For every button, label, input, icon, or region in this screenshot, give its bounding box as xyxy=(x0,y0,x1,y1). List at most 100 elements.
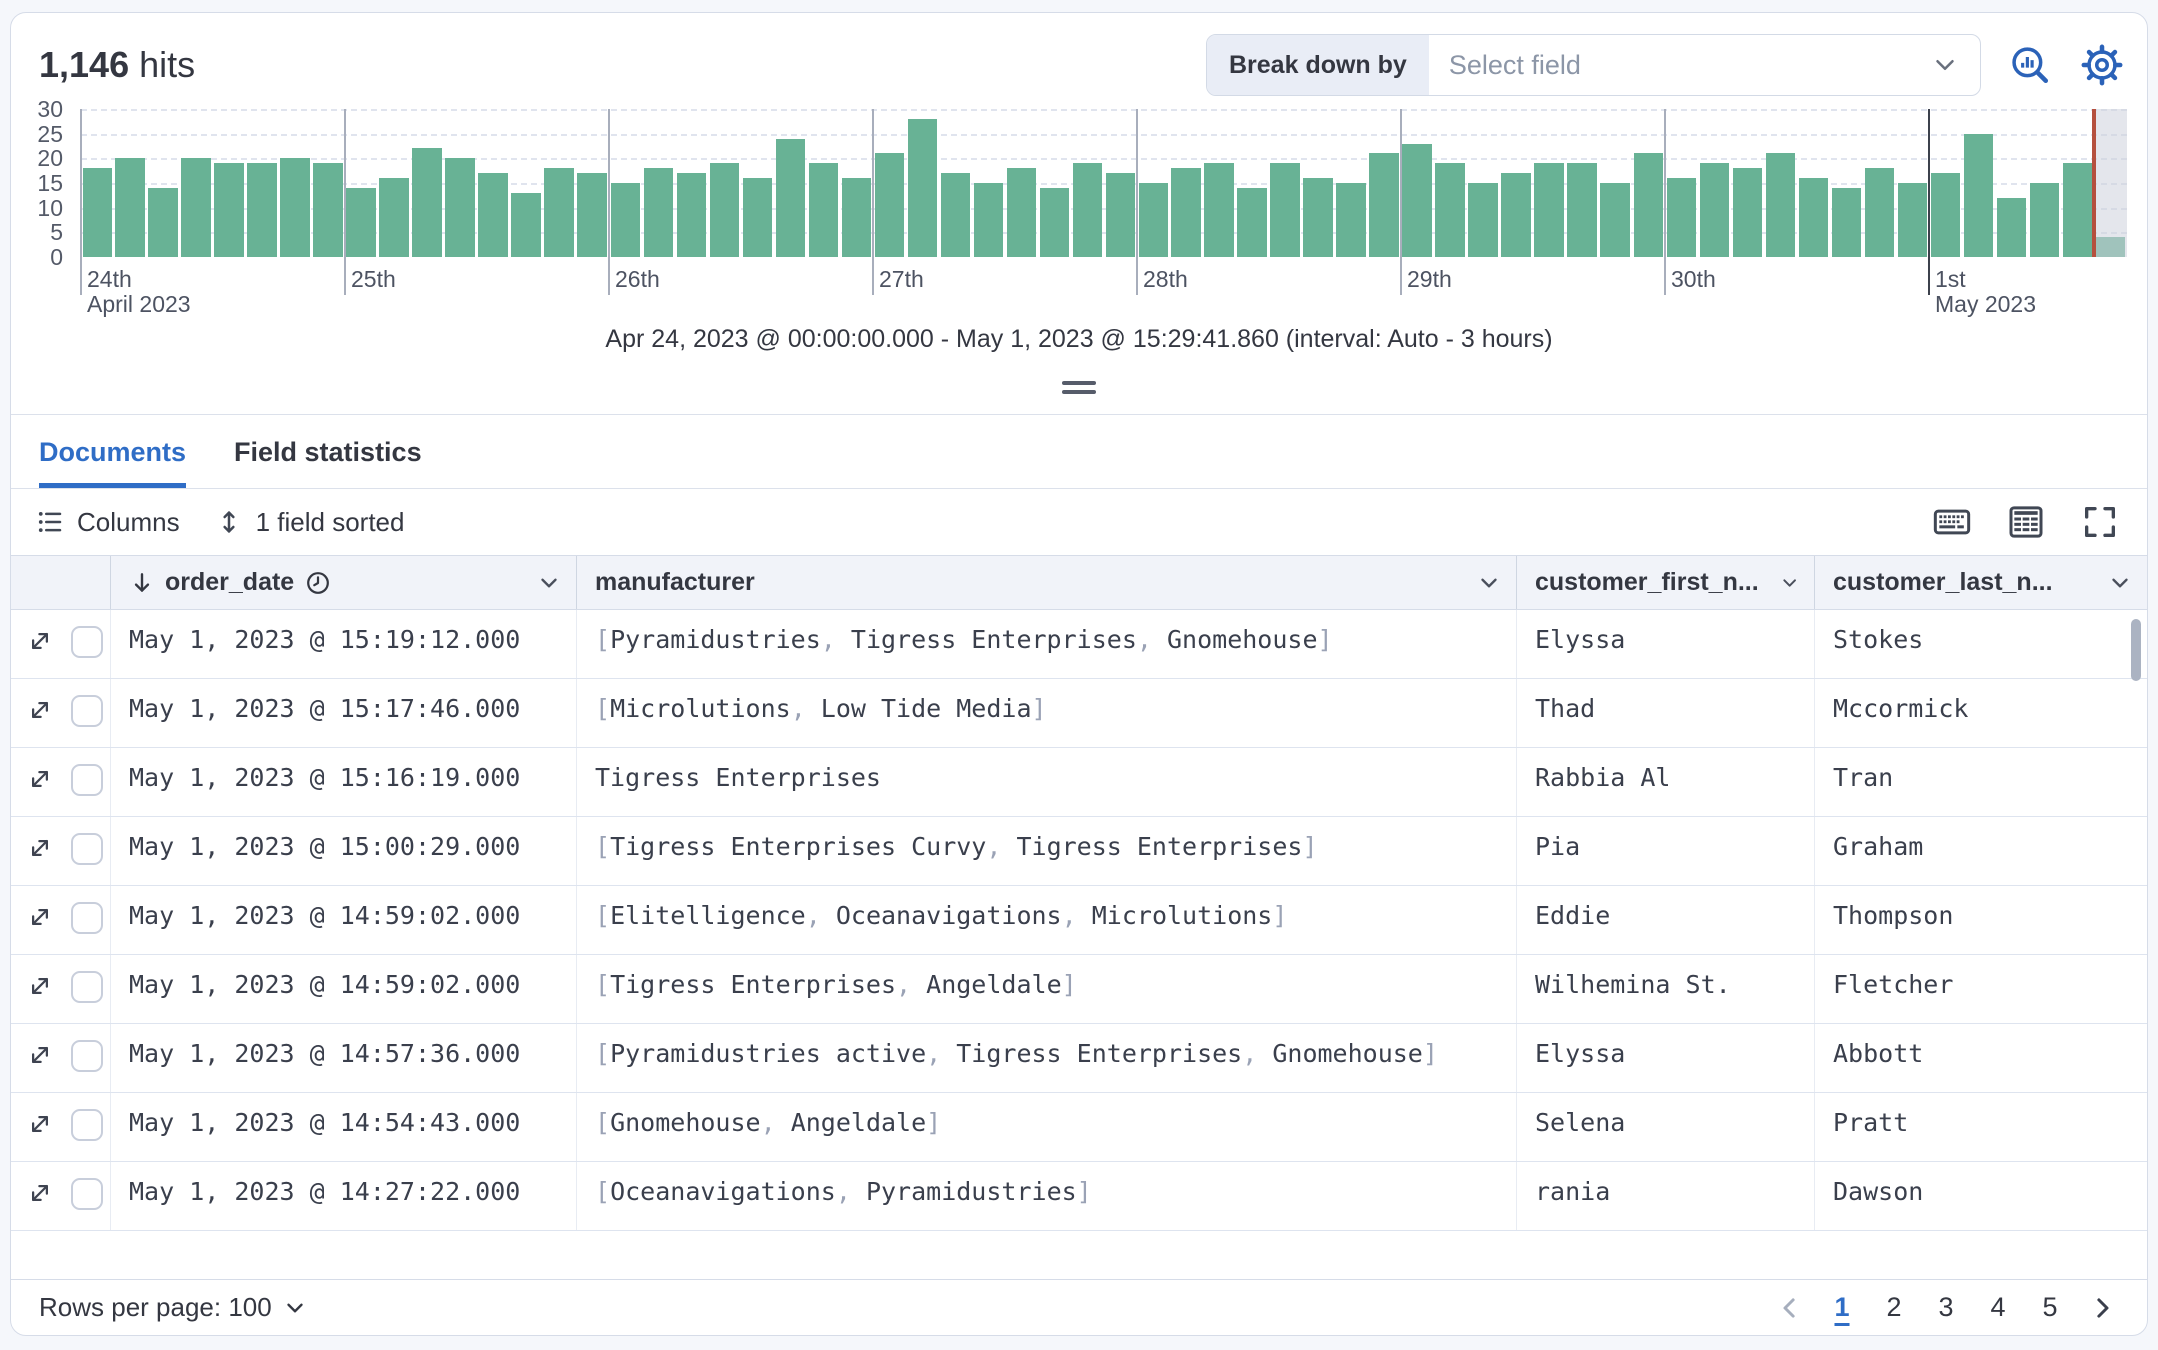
row-select-checkbox[interactable] xyxy=(71,971,103,1003)
sort-fields-button[interactable]: 1 field sorted xyxy=(214,507,404,538)
cell-customer-last-name: Stokes xyxy=(1833,625,1924,654)
breakdown-placeholder: Select field xyxy=(1448,49,1581,80)
expand-icon xyxy=(32,1116,48,1132)
cell-customer-first-name: rania xyxy=(1517,1162,1815,1230)
column-title-order-date: order_date xyxy=(165,568,295,596)
y-gridline xyxy=(81,109,2127,111)
expand-row-button[interactable] xyxy=(25,902,55,932)
expand-row-button[interactable] xyxy=(25,833,55,863)
panel-resize-divider[interactable] xyxy=(11,363,2147,415)
histogram-bar xyxy=(412,148,443,257)
previous-page-button[interactable] xyxy=(1767,1285,1813,1331)
next-page-button[interactable] xyxy=(2079,1285,2125,1331)
histogram-bar xyxy=(346,187,377,257)
histogram-bar xyxy=(247,163,278,257)
cell-customer-last-name: Abbott xyxy=(1833,1039,1924,1068)
histogram-bar xyxy=(511,192,542,257)
header-customer-last-name[interactable]: customer_last_n... xyxy=(1815,556,2147,609)
header-customer-first-name[interactable]: customer_first_n... xyxy=(1517,556,1815,609)
histogram-bar xyxy=(313,163,344,257)
cell-customer-first-name: Elyssa xyxy=(1517,1024,1815,1092)
table-row: May 1, 2023 @ 14:54:43.000 [Gnomehouse, A… xyxy=(11,1093,2147,1162)
row-select-checkbox[interactable] xyxy=(71,695,103,727)
page-button-2[interactable]: 2 xyxy=(1886,1292,1902,1322)
cell-customer-last-name: Thompson xyxy=(1833,901,1954,930)
day-boundary-line xyxy=(1399,109,1402,295)
incomplete-bucket-shade xyxy=(2094,109,2127,257)
header-manufacturer[interactable]: manufacturer xyxy=(577,556,1517,609)
expand-row-button[interactable] xyxy=(25,695,55,725)
table-row: May 1, 2023 @ 15:16:19.000 Tigress Enterp… xyxy=(11,748,2147,817)
expand-row-button[interactable] xyxy=(25,971,55,1001)
row-select-checkbox[interactable] xyxy=(71,833,103,865)
expand-icon xyxy=(32,633,48,649)
sort-updown-icon xyxy=(222,511,235,533)
row-select-checkbox[interactable] xyxy=(71,626,103,658)
row-select-checkbox[interactable] xyxy=(71,1109,103,1141)
edit-visualization-button[interactable] xyxy=(2007,42,2053,88)
fullscreen-button[interactable] xyxy=(2077,499,2123,545)
rows-per-page-button[interactable]: Rows per page: 100 xyxy=(39,1292,308,1323)
cell-manufacturer: [Pyramidustries, Tigress Enterprises, Gn… xyxy=(577,610,1517,678)
chart-options-button[interactable] xyxy=(2079,42,2125,88)
histogram-bar xyxy=(2029,183,2060,257)
y-axis-tick-label: 5 xyxy=(50,219,63,246)
row-select-checkbox[interactable] xyxy=(71,1178,103,1210)
breakdown-select[interactable]: Select field xyxy=(1429,35,1980,95)
day-boundary-line xyxy=(1664,109,1666,295)
expand-icon xyxy=(32,771,48,787)
table-row: May 1, 2023 @ 15:17:46.000 [Microlutions,… xyxy=(11,679,2147,748)
cell-order-date: May 1, 2023 @ 15:19:12.000 xyxy=(111,610,577,678)
cell-order-date: May 1, 2023 @ 15:17:46.000 xyxy=(111,679,577,747)
histogram-bar xyxy=(1567,163,1598,257)
y-axis-tick-label: 0 xyxy=(50,244,63,270)
expand-icon xyxy=(32,702,48,718)
histogram-bar xyxy=(1864,168,1895,257)
histogram-plot[interactable] xyxy=(80,109,2127,295)
header-order-date[interactable]: order_date xyxy=(111,556,577,609)
histogram-bar xyxy=(1072,163,1103,257)
histogram-bar xyxy=(1039,187,1070,257)
histogram-bar xyxy=(1402,143,1433,257)
chevron-down-icon[interactable] xyxy=(536,570,562,596)
column-title-customer-first-name: customer_first_n... xyxy=(1535,568,1759,596)
expand-row-button[interactable] xyxy=(25,764,55,794)
histogram-bar xyxy=(214,163,245,257)
expand-row-button[interactable] xyxy=(25,626,55,656)
keyboard-shortcuts-button[interactable] xyxy=(1929,499,1975,545)
columns-button[interactable]: Columns xyxy=(35,507,180,538)
histogram-bar xyxy=(1765,153,1796,257)
y-gridline xyxy=(81,158,2127,161)
resize-handle-icon[interactable] xyxy=(1062,381,1096,399)
display-options-button[interactable] xyxy=(2003,499,2049,545)
chevron-down-icon[interactable] xyxy=(2107,570,2133,596)
histogram-bar xyxy=(1996,197,2027,257)
expand-row-button[interactable] xyxy=(25,1109,55,1139)
chevron-down-icon[interactable] xyxy=(1779,570,1800,596)
time-range-caption: Apr 24, 2023 @ 00:00:00.000 - May 1, 202… xyxy=(605,325,1553,353)
chevron-down-icon[interactable] xyxy=(1476,570,1502,596)
y-gridline xyxy=(81,207,2127,210)
row-select-checkbox[interactable] xyxy=(71,1040,103,1072)
page-button-4[interactable]: 4 xyxy=(1990,1292,2006,1322)
row-select-checkbox[interactable] xyxy=(71,902,103,934)
page-button-3[interactable]: 3 xyxy=(1938,1292,1954,1322)
cell-customer-first-name: Rabbia Al xyxy=(1517,748,1815,816)
column-title-manufacturer: manufacturer xyxy=(595,568,755,596)
expand-icon xyxy=(32,1047,48,1063)
page-button-1[interactable]: 1 xyxy=(1834,1292,1850,1322)
tab-documents[interactable]: Documents xyxy=(39,437,187,488)
histogram-bar xyxy=(742,178,773,257)
x-axis-tick-label: 25th xyxy=(350,266,396,292)
table-row: May 1, 2023 @ 14:57:36.000 [Pyramidustrie… xyxy=(11,1024,2147,1093)
page-button-5[interactable]: 5 xyxy=(2042,1292,2058,1322)
expand-row-button[interactable] xyxy=(25,1178,55,1208)
row-select-checkbox[interactable] xyxy=(71,764,103,796)
table-row: May 1, 2023 @ 15:19:12.000 [Pyramidustrie… xyxy=(11,610,2147,679)
vertical-scrollbar-thumb[interactable] xyxy=(2131,619,2141,681)
y-axis-tick-label: 10 xyxy=(37,194,63,221)
histogram-bar xyxy=(940,173,971,257)
expand-row-button[interactable] xyxy=(25,1040,55,1070)
x-axis-tick-label: 29th xyxy=(1406,266,1452,292)
tab-field-statistics[interactable]: Field statistics xyxy=(234,437,422,467)
